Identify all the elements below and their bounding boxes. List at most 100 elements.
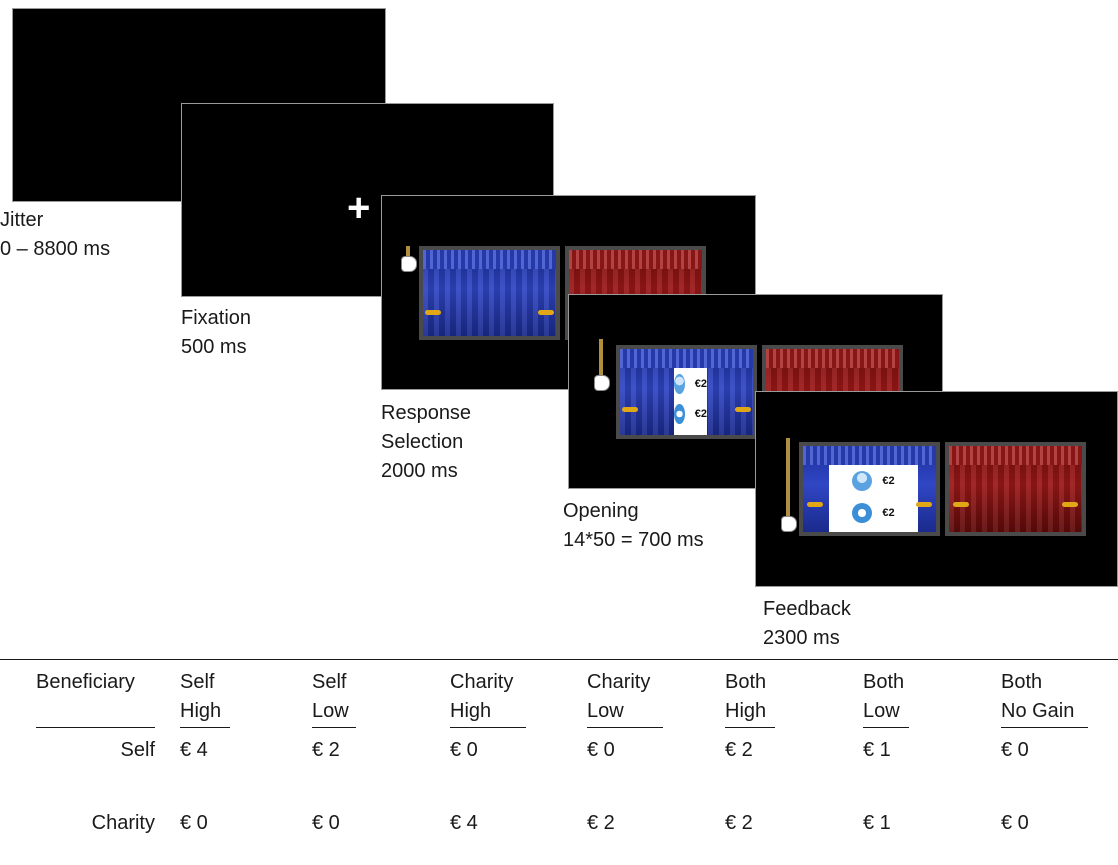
charity-value: € 1 <box>863 812 891 834</box>
feedback-caption: Feedback 2300 ms <box>763 595 851 653</box>
prize-amount-self: €2 <box>694 377 707 390</box>
feedback-duration: 2300 ms <box>763 627 840 649</box>
charity-value: € 0 <box>180 812 208 834</box>
col-header-line2: High <box>180 700 222 722</box>
col-underline <box>180 727 230 728</box>
curtain-tie-left <box>425 310 441 315</box>
col-header-self-low: Self Low <box>312 668 349 726</box>
response-label-line2: Selection <box>381 431 464 453</box>
col-header-line1: Both <box>1001 671 1043 693</box>
prize-amount-charity: €2 <box>882 506 895 519</box>
charity-value: € 2 <box>725 812 753 834</box>
col-header-line1: Both <box>725 671 767 693</box>
self-value: € 0 <box>587 739 615 761</box>
col-header-both-low: Both Low <box>863 668 904 726</box>
prize-window: €2 €2 <box>674 367 707 435</box>
col-header-self-high: Self High <box>180 668 221 726</box>
curtain-tie-right <box>538 310 554 315</box>
col-header-line2: No Gain <box>1001 700 1075 722</box>
feedback-label: Feedback <box>763 598 851 620</box>
row-label-charity: Charity <box>91 812 155 834</box>
charity-value: € 0 <box>1001 812 1029 834</box>
curtain-tie-right <box>735 407 751 412</box>
self-value: € 2 <box>725 739 753 761</box>
blue-curtain-stage: €2 €2 <box>799 442 940 536</box>
curtain-tie-right <box>916 502 932 507</box>
person-icon <box>852 470 873 491</box>
beneficiary-underline <box>36 727 155 728</box>
opening-caption: Opening 14*50 = 700 ms <box>563 497 704 555</box>
curtain-tie-right <box>1062 502 1078 507</box>
col-underline <box>863 727 909 728</box>
col-underline <box>725 727 775 728</box>
prize-amount-charity: €2 <box>694 407 707 420</box>
curtain-valance <box>766 349 899 368</box>
self-value: € 1 <box>863 739 891 761</box>
response-label-line1: Response <box>381 402 472 424</box>
self-value: € 0 <box>1001 739 1029 761</box>
col-header-line1: Charity <box>450 671 514 693</box>
red-curtain-stage <box>945 442 1086 536</box>
col-header-line2: High <box>450 700 492 722</box>
charity-value: € 4 <box>450 812 478 834</box>
row-label-self: Self <box>120 739 155 761</box>
curtain-valance <box>423 250 556 269</box>
unicef-icon <box>852 502 873 523</box>
col-header-line2: Low <box>587 700 624 722</box>
self-value: € 4 <box>180 739 208 761</box>
col-header-line1: Both <box>863 671 905 693</box>
hand-icon <box>781 516 797 532</box>
col-header-line2: Low <box>863 700 900 722</box>
fixation-duration: 500 ms <box>181 336 247 358</box>
col-header-both-no-gain: Both No Gain <box>1001 668 1074 726</box>
curtain-tie-left <box>622 407 638 412</box>
person-icon <box>674 373 685 394</box>
col-header-line2: High <box>725 700 767 722</box>
col-underline <box>450 727 526 728</box>
prize-row-charity: €2 <box>674 403 707 424</box>
response-duration: 2000 ms <box>381 460 458 482</box>
unicef-icon <box>674 403 685 424</box>
blue-curtain-stage: €2 €2 <box>616 345 757 439</box>
curtain-valance <box>620 349 753 368</box>
response-caption: Response Selection 2000 ms <box>381 399 471 486</box>
curtain-valance <box>949 446 1082 465</box>
col-header-line2: Low <box>312 700 349 722</box>
jitter-duration: 0 – 8800 ms <box>0 238 111 260</box>
col-underline <box>312 727 356 728</box>
col-header-line1: Self <box>180 671 215 693</box>
fixation-caption: Fixation 500 ms <box>181 304 251 362</box>
col-header-line1: Charity <box>587 671 651 693</box>
curtain-tie-left <box>807 502 823 507</box>
opening-duration: 14*50 = 700 ms <box>563 529 704 551</box>
col-header-both-high: Both High <box>725 668 766 726</box>
jitter-label: Jitter <box>0 209 44 231</box>
fixation-label: Fixation <box>181 307 252 329</box>
col-header-charity-high: Charity High <box>450 668 513 726</box>
table-top-rule <box>0 659 1118 660</box>
prize-amount-self: €2 <box>882 474 895 487</box>
jitter-caption: Jitter 0 – 8800 ms <box>0 206 110 264</box>
curtain-tie-left <box>953 502 969 507</box>
hand-icon <box>594 375 610 391</box>
opening-label: Opening <box>563 500 639 522</box>
pull-rope-icon <box>786 438 790 518</box>
curtain-valance <box>569 250 702 269</box>
pull-rope-icon <box>599 339 603 377</box>
pull-rope-icon <box>406 246 410 262</box>
col-underline <box>587 727 663 728</box>
feedback-screen: €2 €2 <box>755 391 1118 587</box>
curtain-pleats <box>423 268 556 336</box>
curtain-valance <box>803 446 936 465</box>
col-header-line1: Self <box>312 671 347 693</box>
fixation-cross: + <box>347 186 371 230</box>
curtain-pleats <box>949 464 1082 532</box>
hand-icon <box>401 256 417 272</box>
prize-row-self: €2 <box>829 470 918 491</box>
prize-row-self: €2 <box>674 373 707 394</box>
beneficiary-header: Beneficiary <box>36 671 135 693</box>
blue-curtain-stage <box>419 246 560 340</box>
self-value: € 2 <box>312 739 340 761</box>
col-header-charity-low: Charity Low <box>587 668 650 726</box>
col-underline <box>1001 727 1088 728</box>
